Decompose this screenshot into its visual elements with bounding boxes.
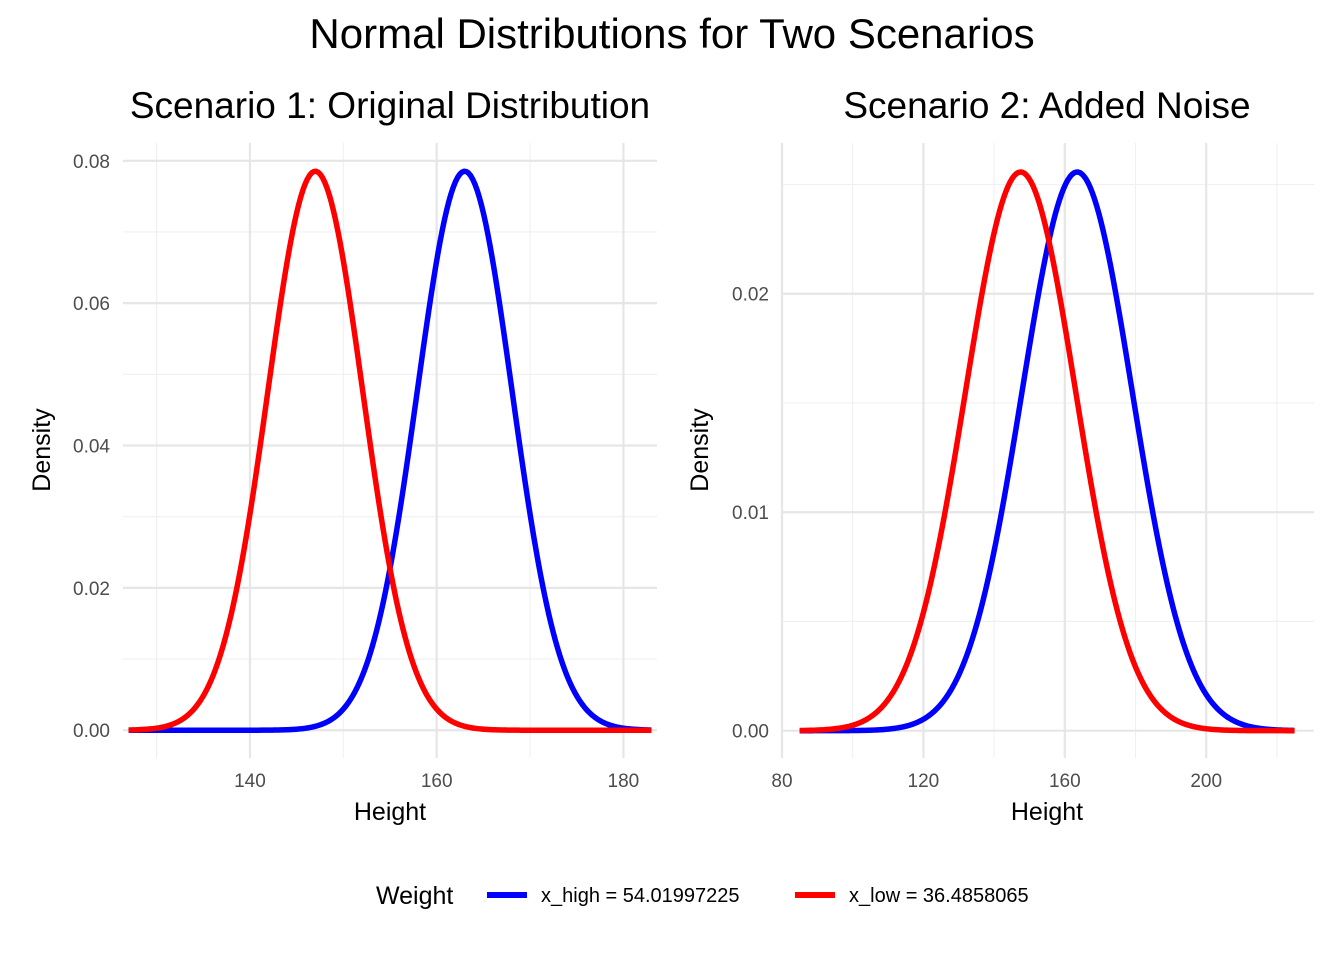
x-tick-label: 200 [1190, 771, 1222, 792]
legend-title: Weight [376, 882, 453, 910]
density-curve-x-high [128, 168, 652, 733]
legend-label-x-low: x_low = 36.4858065 [849, 885, 1029, 907]
legend-label-x-high: x_high = 54.01997225 [541, 885, 740, 907]
y-tick-label: 0.08 [73, 152, 110, 173]
legend: Weight x_high = 54.01997225 x_low = 36.4… [376, 882, 1029, 910]
panel-2: 80 120 160 200 0.00 0.01 0.02 Scenario 2: Added… [686, 85, 1314, 826]
panel-1: 140 160 180 0.00 0.02 0.04 0.06 0.08 Scenario 1:… [28, 85, 657, 826]
y-tick-label: 0.06 [73, 294, 110, 315]
x-tick-label: 120 [908, 771, 940, 792]
x-tick-label: 160 [421, 771, 453, 792]
main-title: Normal Distributions for Two Scenarios [309, 10, 1034, 57]
x-axis-title: Height [1011, 798, 1083, 826]
y-tick-label: 0.04 [73, 437, 110, 458]
plot-panels: 140 160 180 0.00 0.02 0.04 0.06 0.08 Scenario 1:… [28, 85, 1314, 826]
x-tick-label: 180 [608, 771, 640, 792]
y-axis-title: Density [686, 408, 714, 492]
density-curve-x-low [128, 168, 652, 733]
y-axis-title: Density [28, 408, 56, 492]
panel-title: Scenario 1: Original Distribution [130, 85, 650, 126]
y-tick-label: 0.00 [73, 721, 110, 742]
y-tick-label: 0.02 [73, 579, 110, 600]
x-axis-title: Height [354, 798, 426, 826]
x-tick-label: 80 [771, 771, 792, 792]
density-curve-x-high [798, 169, 1296, 734]
x-tick-label: 140 [234, 771, 266, 792]
y-tick-label: 0.00 [732, 722, 769, 743]
x-tick-label: 160 [1049, 771, 1081, 792]
panel-title: Scenario 2: Added Noise [843, 85, 1250, 126]
density-curve-x-low [798, 169, 1296, 734]
y-tick-label: 0.01 [732, 503, 769, 524]
y-tick-label: 0.02 [732, 285, 769, 306]
